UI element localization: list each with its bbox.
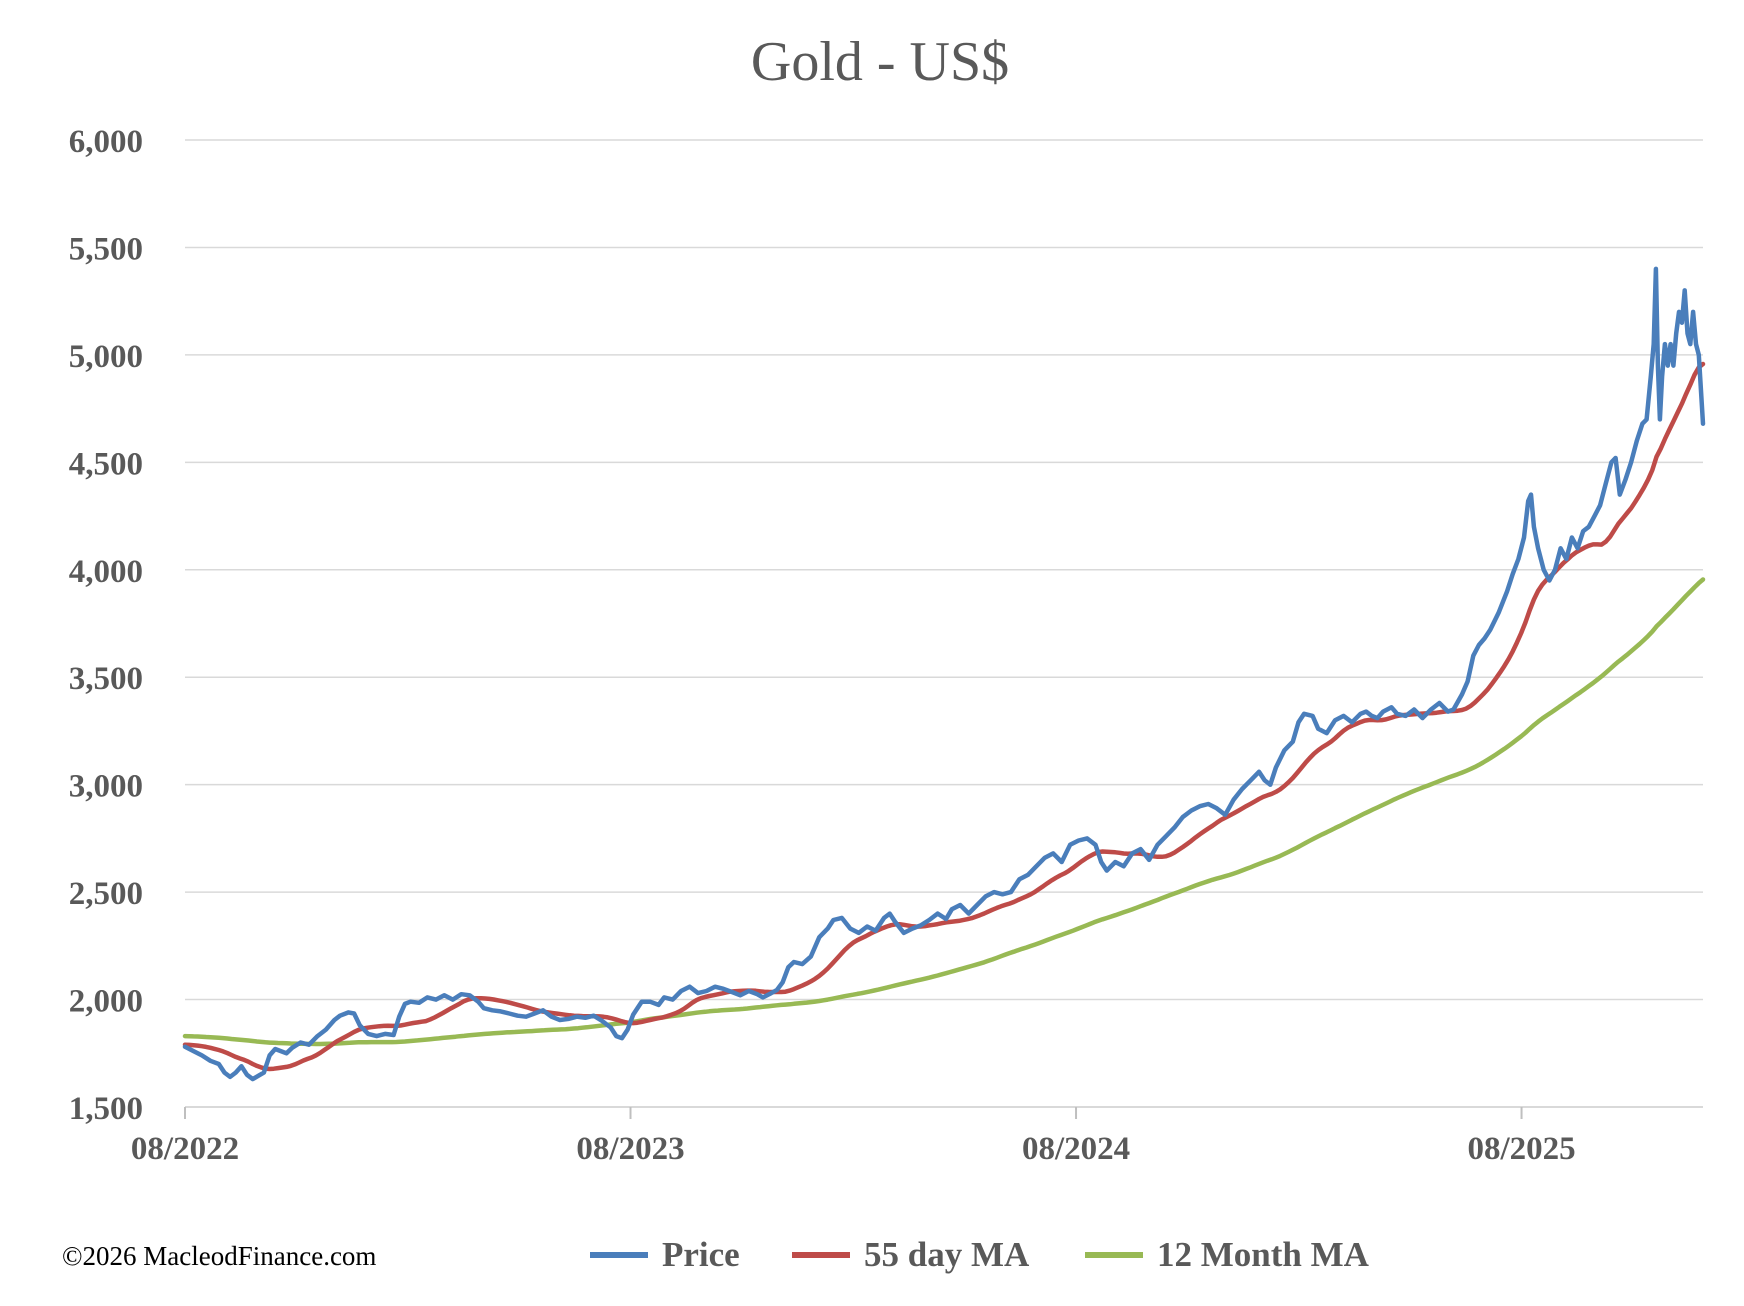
x-tick-label: 08/2025 (1467, 1131, 1575, 1167)
y-tick-label: 2,500 (69, 876, 143, 912)
series-lines (182, 266, 1706, 1082)
y-tick-label: 3,500 (69, 661, 143, 697)
y-tick-label: 1,500 (69, 1091, 143, 1127)
legend-label-price: Price (662, 1235, 740, 1274)
x-tick-label: 08/2023 (576, 1131, 684, 1167)
x-axis-ticks: 08/2022 08/2023 08/2024 08/2025 (131, 1106, 1703, 1167)
copyright-text: ©2026 MacleodFinance.com (62, 1241, 376, 1271)
y-tick-label: 4,500 (69, 446, 143, 482)
legend-label-ma55: 55 day MA (864, 1235, 1030, 1274)
y-axis-ticks: 1,500 2,000 2,500 3,000 3,500 4,000 4,500 5,000… (69, 124, 143, 1127)
legend-label-ma12: 12 Month MA (1157, 1235, 1370, 1274)
y-tick-label: 6,000 (69, 124, 143, 160)
y-tick-label: 5,000 (69, 339, 143, 375)
y-tick-label: 3,000 (69, 769, 143, 805)
x-tick-label: 08/2022 (131, 1131, 239, 1167)
series-line-price (182, 266, 1706, 1082)
x-tick-label: 08/2024 (1022, 1131, 1130, 1167)
y-tick-label: 4,000 (69, 554, 143, 590)
y-tick-label: 2,000 (69, 984, 143, 1020)
series-line-ma12 (182, 577, 1706, 1047)
legend: Price 55 day MA 12 Month MA (590, 1235, 1370, 1274)
y-tick-label: 5,500 (69, 231, 143, 267)
chart-title: Gold - US$ (751, 31, 1009, 93)
grid-lines (185, 139, 1703, 1108)
series-line-ma55 (182, 361, 1706, 1072)
